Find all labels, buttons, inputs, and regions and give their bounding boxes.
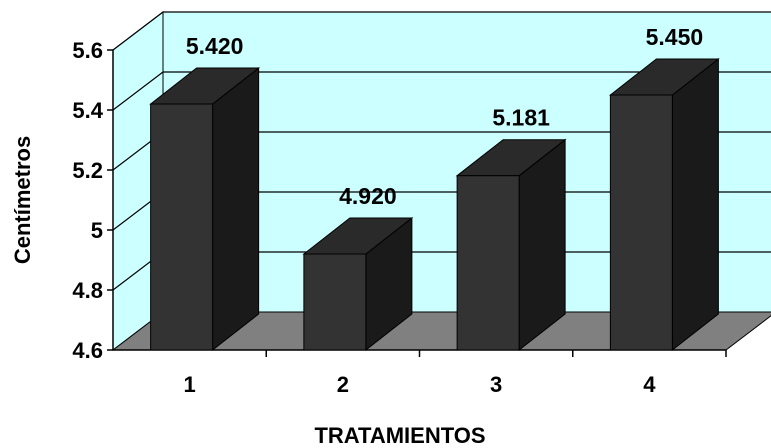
y-tick-labels: 4.6 4.8 5 5.2 5.4 5.6 [72, 38, 103, 363]
data-label: 5.181 [492, 105, 550, 131]
gridline [112, 11, 771, 51]
y-tick-label: 5.2 [72, 158, 103, 183]
bar [302, 216, 414, 352]
bar-front [150, 103, 214, 351]
gridline [112, 71, 771, 111]
x-tick-label: 2 [337, 372, 349, 397]
y-tick-label: 5.4 [72, 98, 103, 123]
x-tick-label: 3 [490, 372, 502, 397]
bar-side [671, 57, 719, 352]
y-tick-label: 4.8 [72, 278, 103, 303]
x-axis-label: TRATAMIENTOS [314, 423, 485, 448]
data-label: 4.920 [339, 183, 397, 209]
bar-side [518, 138, 566, 352]
data-label: 5.450 [646, 24, 704, 50]
bar-side [212, 66, 260, 352]
bar-front [456, 175, 520, 351]
x-tick-labels: 1 2 3 4 [184, 372, 657, 397]
bar [455, 138, 567, 352]
data-label: 5.420 [186, 33, 244, 59]
x-tick-label: 4 [643, 372, 656, 397]
bar-front [609, 94, 673, 351]
x-tick-label: 1 [184, 372, 196, 397]
bar [608, 57, 720, 352]
y-axis-label: Centímetros [10, 136, 35, 264]
y-tick-label: 4.6 [72, 338, 103, 363]
y-tick-label: 5 [91, 218, 103, 243]
bar-front [303, 253, 367, 351]
bar [149, 66, 261, 352]
data-labels: 5.420 4.920 5.181 5.450 [186, 24, 703, 209]
y-tick-label: 5.6 [72, 38, 103, 63]
bars [149, 57, 720, 352]
